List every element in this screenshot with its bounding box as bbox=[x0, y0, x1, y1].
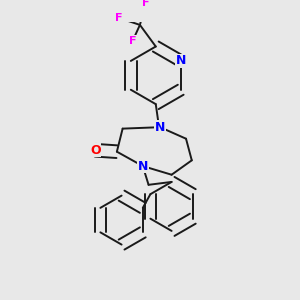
Text: N: N bbox=[176, 54, 186, 68]
Text: F: F bbox=[142, 0, 149, 8]
Text: O: O bbox=[90, 144, 101, 157]
Text: F: F bbox=[115, 13, 122, 23]
Text: N: N bbox=[155, 121, 165, 134]
Text: F: F bbox=[129, 36, 136, 46]
Text: N: N bbox=[138, 160, 148, 172]
